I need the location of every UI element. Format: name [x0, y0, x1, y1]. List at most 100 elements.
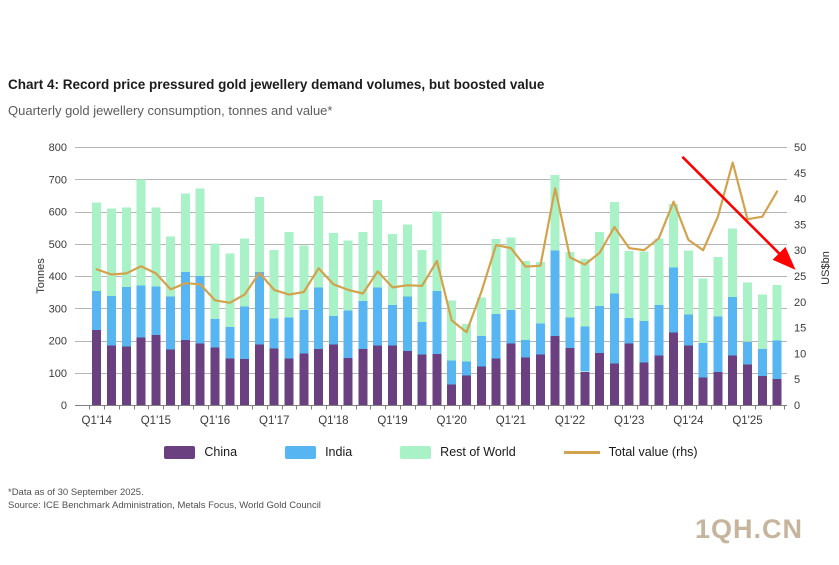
bar-segment-india: [254, 272, 264, 345]
right-axis-tick: 50: [794, 142, 806, 154]
bar-segment-china: [728, 355, 738, 405]
watermark: 1QH.CN: [694, 514, 803, 544]
bar-segment-india: [92, 290, 102, 331]
bar-segment-china: [388, 345, 397, 405]
right-axis-tick: 25: [794, 271, 806, 283]
bar-segment-china: [683, 345, 693, 405]
bar-segment-india: [151, 286, 161, 335]
legend-label-india: India: [325, 445, 353, 459]
bar-segment-rest-of-world: [180, 193, 190, 272]
x-axis-year-label: Q1'15: [141, 415, 171, 427]
bar-segment-china: [757, 376, 767, 405]
bar-segment-rest-of-world: [565, 252, 575, 318]
bar-segment-rest-of-world: [624, 250, 634, 319]
bar-segment-india: [136, 285, 146, 338]
right-axis-title: US$bn: [820, 251, 832, 285]
right-axis-tick: 40: [794, 194, 806, 206]
bar-segment-rest-of-world: [757, 294, 767, 350]
x-axis-year-label: Q1'22: [555, 415, 585, 427]
left-axis-tick: 500: [49, 239, 67, 251]
right-axis-tick: 5: [794, 374, 800, 386]
bar-segment-india: [609, 293, 619, 364]
bar-segment-india: [388, 305, 397, 346]
bar-segment-rest-of-world: [580, 258, 590, 327]
bar-segment-india: [210, 318, 220, 348]
bar-segment-china: [180, 339, 190, 405]
bar-segment-rest-of-world: [151, 207, 161, 287]
bar-segment-china: [609, 363, 619, 405]
bar-segment-china: [343, 358, 353, 405]
bar-segment-rest-of-world: [639, 251, 649, 321]
chart-legend: China India Rest of World Total value (r…: [75, 445, 787, 459]
bar-segment-rest-of-world: [166, 236, 176, 297]
left-axis-tick: 400: [49, 271, 67, 283]
x-axis-year-label: Q1'19: [377, 415, 407, 427]
bar-segment-rest-of-world: [373, 199, 383, 288]
bar-segment-china: [121, 346, 131, 405]
bar-segment-rest-of-world: [254, 197, 264, 273]
right-axis-tick: 20: [794, 297, 806, 309]
china-swatch: [164, 445, 196, 459]
bar-segment-india: [743, 341, 752, 365]
bar-segment-china: [136, 337, 146, 405]
bar-segment-china: [624, 343, 634, 405]
x-axis-year-label: Q1'18: [318, 415, 348, 427]
bar-segment-china: [284, 358, 294, 405]
bar-segment-china: [254, 344, 264, 405]
bar-segment-india: [506, 310, 516, 344]
bar-segment-india: [654, 305, 664, 356]
bar-segment-china: [240, 359, 250, 405]
bar-segment-rest-of-world: [121, 207, 131, 287]
bar-segment-rest-of-world: [92, 202, 102, 291]
bar-segment-rest-of-world: [107, 208, 116, 296]
bar-segment-china: [595, 352, 605, 405]
x-axis-year-label: Q1'16: [200, 415, 230, 427]
left-axis-tick: 100: [49, 368, 67, 380]
bar-segment-china: [373, 345, 383, 405]
bar-segment-rest-of-world: [358, 232, 368, 301]
bar-segment-rest-of-world: [195, 188, 205, 276]
bar-segment-china: [269, 348, 279, 405]
bar-segment-rest-of-world: [432, 211, 442, 292]
bar-segment-india: [550, 250, 560, 336]
left-axis-tick: 200: [49, 336, 67, 348]
bar-segment-china: [225, 358, 235, 405]
bar-segment-rest-of-world: [314, 196, 324, 288]
x-axis-year-label: Q1'25: [732, 415, 762, 427]
legend-item-china: China: [164, 445, 237, 459]
left-axis-title: Tonnes: [35, 258, 47, 294]
left-axis-tick: 0: [61, 400, 67, 412]
bar-segment-india: [180, 271, 190, 340]
bar-segment-china: [565, 347, 575, 405]
bar-segment-india: [713, 316, 723, 372]
x-axis-year-label: Q1'17: [259, 415, 289, 427]
bar-segment-india: [432, 291, 442, 354]
bar-segment-india: [639, 320, 649, 363]
x-axis-year-label: Q1'23: [614, 415, 644, 427]
bar-segment-china: [210, 347, 220, 405]
x-axis-year-label: Q1'24: [673, 415, 704, 427]
bar-segment-china: [654, 355, 664, 405]
bar-segment-rest-of-world: [669, 204, 679, 268]
chart-subtitle: Quarterly gold jewellery consumption, to…: [8, 103, 333, 118]
bar-segment-india: [328, 316, 338, 345]
india-swatch: [285, 445, 317, 459]
bar-segment-rest-of-world: [462, 324, 471, 362]
bar-segment-china: [491, 358, 501, 405]
x-axis-year-label: Q1'21: [496, 415, 526, 427]
right-axis-tick: 15: [794, 323, 806, 335]
bar-segment-rest-of-world: [713, 257, 723, 317]
x-axis: [75, 405, 787, 410]
bar-segment-india: [402, 296, 412, 351]
bar-segment-india: [580, 326, 590, 372]
bar-segment-india: [225, 327, 235, 359]
bar-segment-india: [314, 287, 324, 349]
chart-title: Chart 4: Record price pressured gold jew…: [8, 77, 545, 92]
bar-segment-china: [107, 345, 116, 405]
legend-label-china: China: [204, 445, 238, 459]
legend-item-rest-of-world: Rest of World: [400, 445, 516, 459]
right-axis-tick: 35: [794, 219, 806, 231]
bar-segment-india: [683, 314, 693, 346]
bar-segment-rest-of-world: [550, 175, 560, 251]
